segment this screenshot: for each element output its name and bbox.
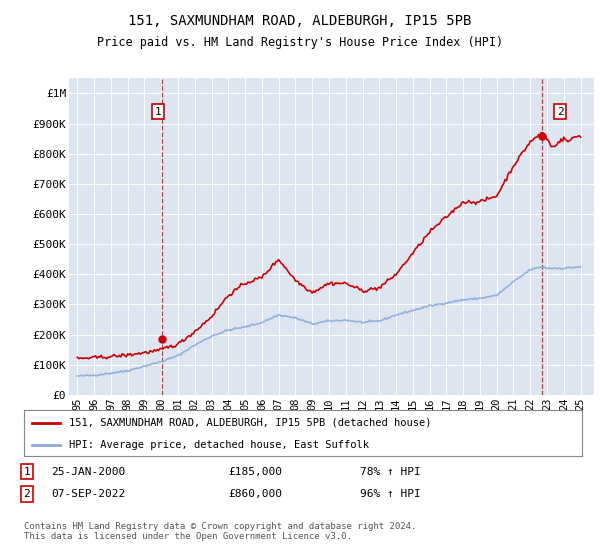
Text: 2: 2 — [557, 106, 563, 116]
Text: 25-JAN-2000: 25-JAN-2000 — [51, 466, 125, 477]
Text: 1: 1 — [23, 466, 31, 477]
Text: 78% ↑ HPI: 78% ↑ HPI — [360, 466, 421, 477]
Text: £185,000: £185,000 — [228, 466, 282, 477]
Text: 151, SAXMUNDHAM ROAD, ALDEBURGH, IP15 5PB (detached house): 151, SAXMUNDHAM ROAD, ALDEBURGH, IP15 5P… — [68, 418, 431, 428]
Text: 07-SEP-2022: 07-SEP-2022 — [51, 489, 125, 499]
Text: Contains HM Land Registry data © Crown copyright and database right 2024.
This d: Contains HM Land Registry data © Crown c… — [24, 522, 416, 542]
Text: HPI: Average price, detached house, East Suffolk: HPI: Average price, detached house, East… — [68, 440, 368, 450]
Text: 151, SAXMUNDHAM ROAD, ALDEBURGH, IP15 5PB: 151, SAXMUNDHAM ROAD, ALDEBURGH, IP15 5P… — [128, 14, 472, 28]
Text: 96% ↑ HPI: 96% ↑ HPI — [360, 489, 421, 499]
Text: 2: 2 — [23, 489, 31, 499]
Text: £860,000: £860,000 — [228, 489, 282, 499]
Text: Price paid vs. HM Land Registry's House Price Index (HPI): Price paid vs. HM Land Registry's House … — [97, 36, 503, 49]
Text: 1: 1 — [155, 106, 161, 116]
